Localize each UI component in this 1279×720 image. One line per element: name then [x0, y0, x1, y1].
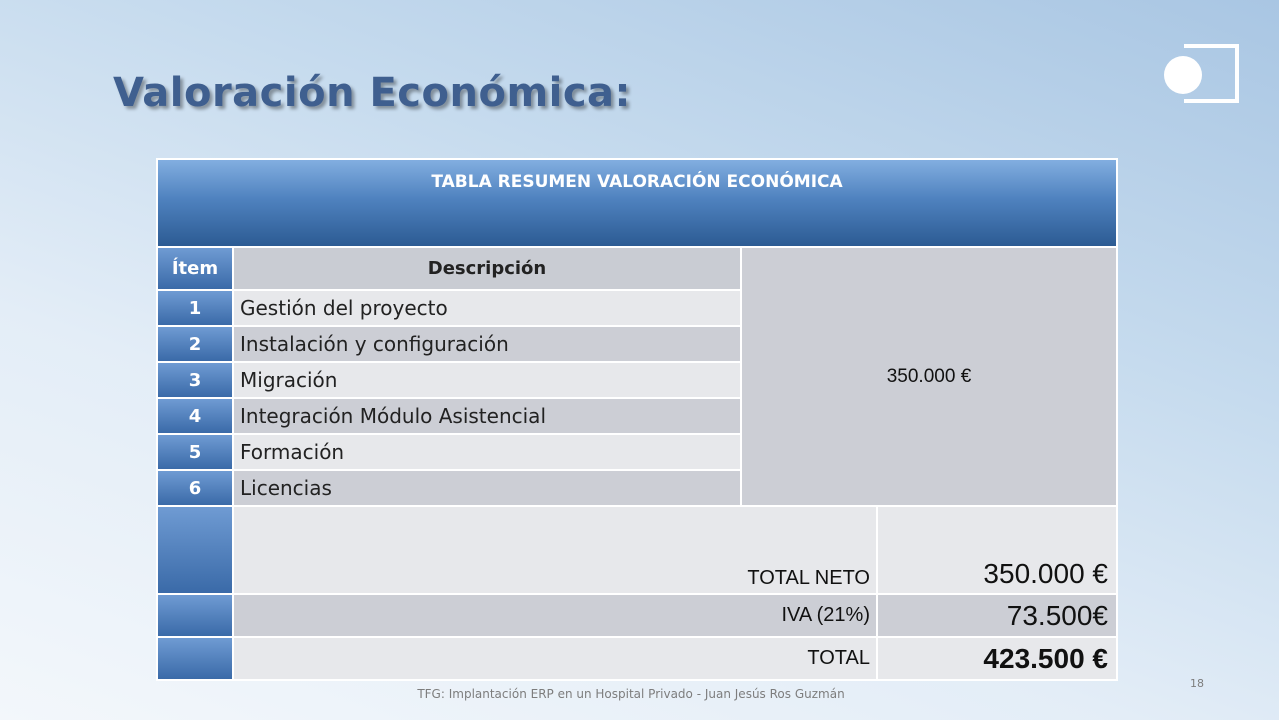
- grand-total-label: TOTAL: [232, 636, 878, 681]
- total-net-label: TOTAL NETO: [232, 505, 878, 595]
- total-row: TOTAL NETO 350.000 €: [156, 505, 1118, 595]
- vat-value: 73.500€: [876, 593, 1118, 638]
- grand-total-value: 423.500 €: [876, 636, 1118, 681]
- item-description: Formación: [232, 433, 742, 471]
- item-number: 4: [156, 397, 234, 435]
- table-header: TABLA RESUMEN VALORACIÓN ECONÓMICA: [156, 158, 1118, 248]
- column-header-description: Descripción: [232, 246, 742, 291]
- item-number: 3: [156, 361, 234, 399]
- table-row: 4 Integración Módulo Asistencial: [156, 397, 1117, 435]
- item-number: 5: [156, 433, 234, 471]
- item-description: Gestión del proyecto: [232, 289, 742, 327]
- slide-title: Valoración Económica:: [113, 70, 632, 116]
- vat-label: IVA (21%): [232, 593, 878, 638]
- table-row: 1 Gestión del proyecto: [156, 289, 1117, 327]
- total-row: IVA (21%) 73.500€: [156, 593, 1118, 638]
- table-row: 5 Formación: [156, 433, 1117, 471]
- total-net-value: 350.000 €: [876, 505, 1118, 595]
- item-number: 1: [156, 289, 234, 327]
- item-description: Integración Módulo Asistencial: [232, 397, 742, 435]
- table-row: 3 Migración: [156, 361, 1117, 399]
- item-description: Instalación y configuración: [232, 325, 742, 363]
- item-number: 2: [156, 325, 234, 363]
- page-number: 18: [1190, 677, 1204, 690]
- total-marker: [156, 636, 234, 681]
- table-row: 2 Instalación y configuración: [156, 325, 1117, 363]
- column-header-item: Ítem: [156, 246, 234, 291]
- logo-icon: [1164, 44, 1240, 103]
- total-marker: [156, 505, 234, 595]
- table-row: 6 Licencias: [156, 469, 1117, 507]
- slide-footer: TFG: Implantación ERP en un Hospital Pri…: [417, 687, 845, 701]
- item-number: 6: [156, 469, 234, 507]
- item-description: Migración: [232, 361, 742, 399]
- valuation-summary-table: TABLA RESUMEN VALORACIÓN ECONÓMICA Ítem …: [156, 158, 1118, 681]
- item-description: Licencias: [232, 469, 742, 507]
- total-row: TOTAL 423.500 €: [156, 636, 1118, 681]
- total-marker: [156, 593, 234, 638]
- grouped-price: 350.000 €: [740, 246, 1118, 507]
